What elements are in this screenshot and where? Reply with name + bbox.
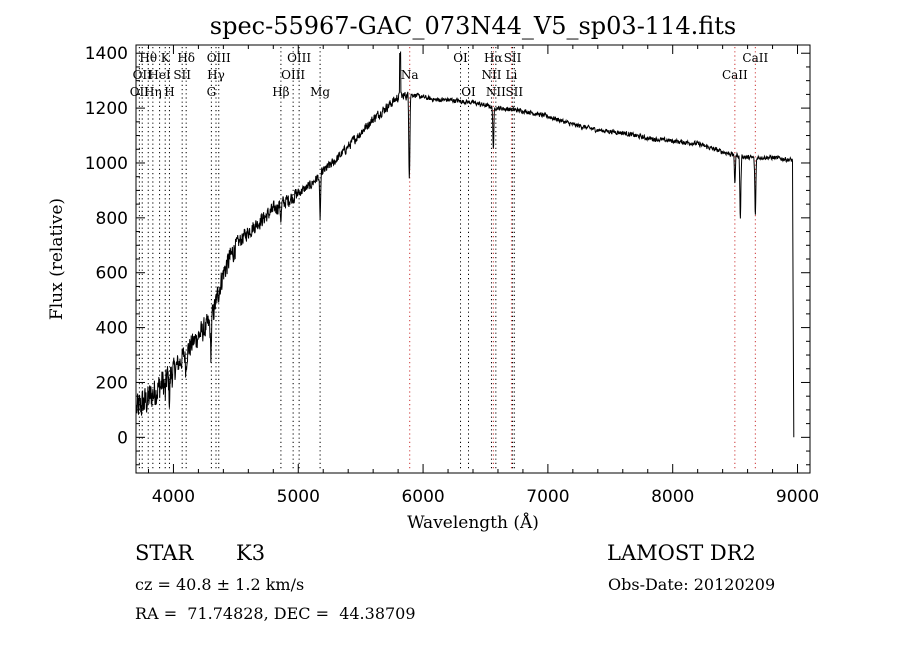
spectral-line-label: K bbox=[161, 51, 171, 65]
spectral-line-labels: OII OII Hθ Hη HeI K H SII Hδ G Hγ OIII Hβ OIII OIII Mg N… bbox=[130, 51, 769, 99]
spectral-line-label: OIII bbox=[207, 51, 231, 65]
spectral-line-label: NII bbox=[481, 68, 501, 82]
x-tick-label: 8000 bbox=[651, 487, 694, 507]
spectral-line-label: Hα bbox=[484, 51, 503, 65]
spectral-line-label: Hθ bbox=[139, 51, 157, 65]
y-tick-label: 800 bbox=[96, 209, 128, 229]
spectral-line-label: OII bbox=[133, 68, 153, 82]
y-axis-label: Flux (relative) bbox=[47, 198, 67, 320]
spectral-line-label: CaII bbox=[722, 68, 748, 82]
x-tick-label: 7000 bbox=[526, 487, 569, 507]
y-tick-label: 400 bbox=[96, 319, 128, 339]
x-tick-label: 9000 bbox=[776, 487, 819, 507]
spectral-line-label: G bbox=[207, 85, 217, 99]
spectral-line-label: Li bbox=[506, 68, 518, 82]
x-axis-ticks: 4000 5000 6000 7000 8000 9000 bbox=[147, 45, 819, 507]
plot-frame bbox=[135, 44, 811, 474]
spectral-line-markers bbox=[138, 47, 756, 471]
spectral-line-label: Na bbox=[401, 68, 419, 82]
y-tick-label: 1400 bbox=[85, 44, 128, 64]
spectral-line-label: Hβ bbox=[272, 85, 289, 99]
spectral-line-label: HeI bbox=[148, 68, 171, 82]
spectral-line-label: SII bbox=[504, 51, 522, 65]
object-class: STAR bbox=[135, 541, 194, 565]
spectral-line-label: OII bbox=[130, 85, 150, 99]
coordinates-text: RA = 71.74828, DEC = 44.38709 bbox=[135, 604, 416, 623]
spectral-line-label: OIII bbox=[281, 68, 305, 82]
spectral-line-label: OI bbox=[453, 51, 468, 65]
spectral-line-label: CaII bbox=[742, 51, 768, 65]
y-axis-ticks: 0 200 400 600 800 1000 1200 1400 bbox=[85, 44, 810, 466]
obs-date-text: Obs-Date: 20120209 bbox=[608, 575, 776, 594]
y-tick-label: 0 bbox=[117, 428, 128, 448]
object-subclass: K3 bbox=[236, 541, 266, 565]
spectral-line-label: Hη bbox=[144, 85, 162, 99]
redshift-text: cz = 40.8 ± 1.2 km/s bbox=[135, 575, 305, 594]
spectral-line-label: Hγ bbox=[207, 68, 225, 82]
y-tick-label: 1200 bbox=[85, 99, 128, 119]
x-tick-label: 6000 bbox=[401, 487, 444, 507]
x-tick-label: 5000 bbox=[277, 487, 320, 507]
spectral-line-label: H bbox=[164, 85, 174, 99]
spectral-line-label: Mg bbox=[310, 85, 330, 99]
spectral-line-label: SII bbox=[173, 68, 191, 82]
x-tick-label: 4000 bbox=[152, 487, 195, 507]
spectral-line-label: OIII bbox=[287, 51, 311, 65]
spectral-line-label: SII bbox=[505, 85, 523, 99]
survey-name: LAMOST DR2 bbox=[607, 541, 756, 565]
chart-title: spec-55967-GAC_073N44_V5_sp03-114.fits bbox=[210, 12, 736, 40]
spectral-line-label: Hδ bbox=[177, 51, 195, 65]
y-tick-label: 1000 bbox=[85, 154, 128, 174]
spectral-line-label: NII bbox=[486, 85, 506, 99]
x-axis-label: Wavelength (Å) bbox=[407, 512, 539, 533]
spectral-line-label: OI bbox=[461, 85, 476, 99]
spectrum-line bbox=[136, 51, 795, 438]
y-tick-label: 200 bbox=[96, 373, 128, 393]
y-tick-label: 600 bbox=[96, 264, 128, 284]
